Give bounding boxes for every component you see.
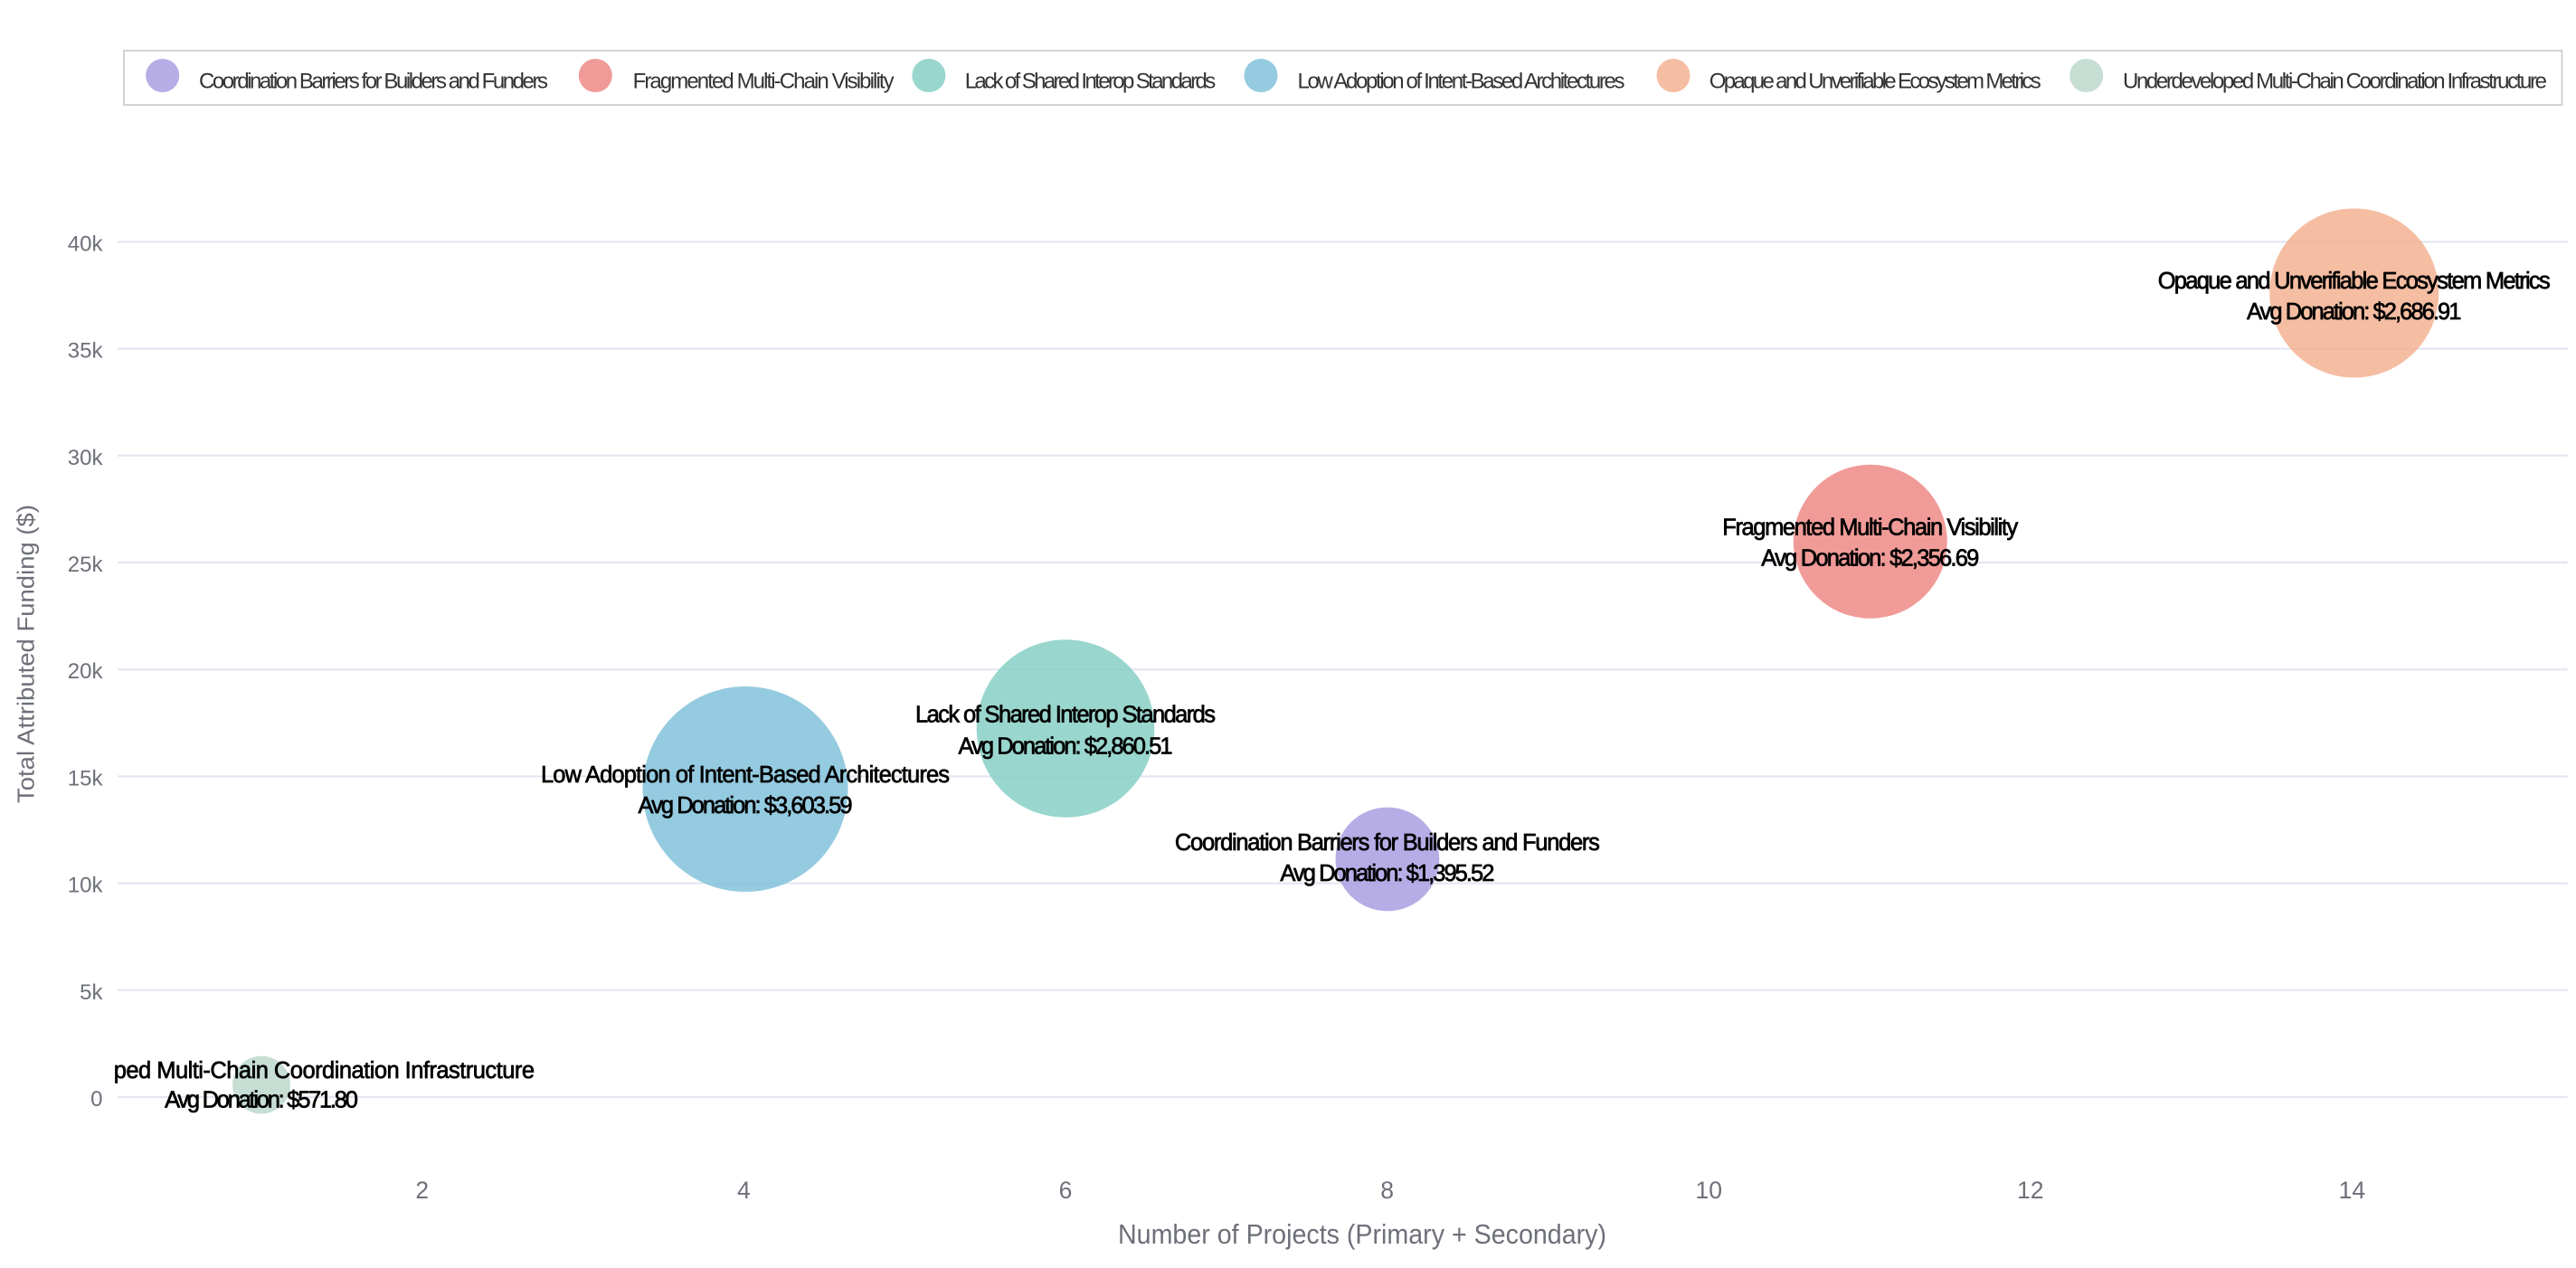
svg-text:Avg Donation: $1,395.52: Avg Donation: $1,395.52 (1280, 861, 1494, 886)
svg-text:Opaque and Unverifiable Ecosys: Opaque and Unverifiable Ecosystem Metric… (1709, 70, 2041, 94)
svg-text:10: 10 (1695, 1177, 1721, 1204)
svg-text:Lack of Shared Interop Standar: Lack of Shared Interop Standards (915, 702, 1216, 727)
svg-text:Low Adoption of Intent-Based A: Low Adoption of Intent-Based Architectur… (1298, 70, 1625, 94)
svg-text:Total Attributed Funding ($): Total Attributed Funding ($) (13, 505, 40, 803)
svg-text:14: 14 (2339, 1177, 2365, 1204)
svg-text:35k: 35k (68, 339, 104, 364)
svg-text:Avg Donation: $2,686.91: Avg Donation: $2,686.91 (2247, 299, 2462, 325)
svg-text:Underdeveloped Multi-Chain Coo: Underdeveloped Multi-Chain Coordination … (0, 1058, 535, 1083)
svg-text:Number of Projects (Primary +: Number of Projects (Primary + Secondary) (1118, 1218, 1606, 1250)
svg-text:Lack of Shared Interop Standar: Lack of Shared Interop Standards (965, 70, 1217, 94)
svg-text:40k: 40k (68, 232, 104, 256)
svg-text:20k: 20k (68, 659, 104, 684)
svg-text:25k: 25k (68, 553, 104, 577)
svg-text:Opaque and Unverifiable Ecosys: Opaque and Unverifiable Ecosystem Metric… (2158, 269, 2551, 294)
svg-text:Coordination Barriers for Buil: Coordination Barriers for Builders and F… (199, 70, 548, 94)
svg-text:Fragmented Multi-Chain Visibil: Fragmented Multi-Chain Visibility (1722, 515, 2018, 540)
svg-text:0: 0 (90, 1087, 102, 1112)
svg-text:2: 2 (415, 1177, 429, 1204)
svg-text:Avg Donation: $3,603.59: Avg Donation: $3,603.59 (639, 793, 853, 819)
svg-text:Avg Donation: $571.80: Avg Donation: $571.80 (165, 1088, 358, 1113)
svg-text:Coordination Barriers for Buil: Coordination Barriers for Builders and F… (1175, 830, 1600, 856)
svg-text:Underdeveloped Multi-Chain Coo: Underdeveloped Multi-Chain Coordination … (2123, 70, 2547, 94)
svg-text:4: 4 (737, 1177, 751, 1204)
svg-text:30k: 30k (68, 446, 104, 470)
svg-text:12: 12 (2017, 1177, 2043, 1204)
svg-text:Low Adoption of Intent-Based A: Low Adoption of Intent-Based Architectur… (541, 762, 950, 788)
svg-text:Avg Donation: $2,356.69: Avg Donation: $2,356.69 (1761, 546, 1979, 572)
svg-text:6: 6 (1059, 1177, 1073, 1204)
svg-text:Fragmented Multi-Chain Visibil: Fragmented Multi-Chain Visibility (633, 70, 895, 94)
svg-text:5k: 5k (80, 980, 103, 1005)
svg-text:Avg Donation: $2,860.51: Avg Donation: $2,860.51 (959, 733, 1173, 759)
svg-text:10k: 10k (68, 874, 104, 898)
svg-text:8: 8 (1380, 1177, 1394, 1204)
svg-text:15k: 15k (68, 766, 104, 790)
